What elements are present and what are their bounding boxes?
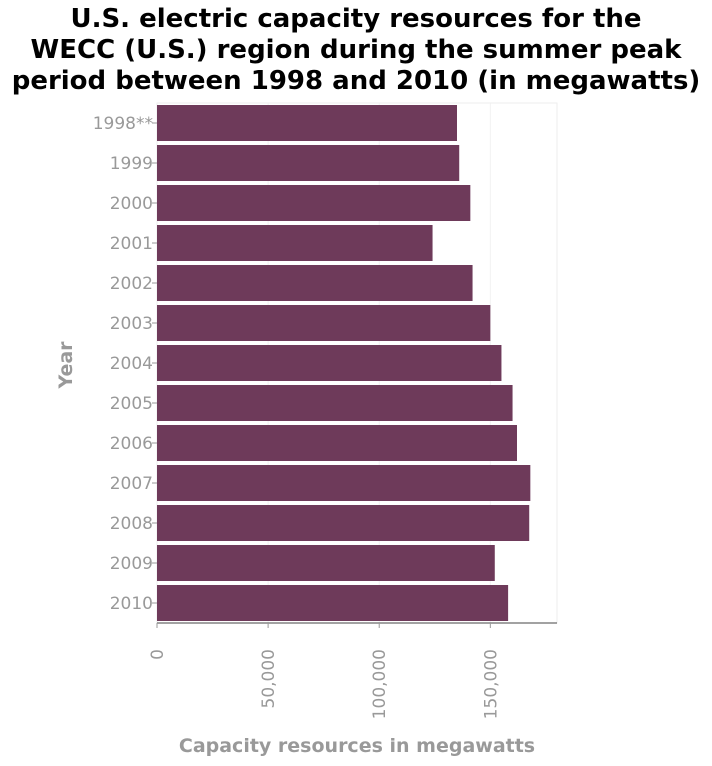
y-tick-label: 2006 [110,434,153,454]
chart-title-line-2: WECC (U.S.) region during the summer pea… [30,35,682,65]
y-axis-ticks: 1998** 1999 2000 2001 2002 2003 2004 2005 2006 20… [93,114,157,614]
bar-2004 [157,345,502,381]
bar-2003 [157,305,491,341]
bars [157,105,531,621]
bar-2005 [157,385,513,421]
bar-2007 [157,465,531,501]
y-axis-title: Year [55,341,77,390]
y-tick-label: 2008 [110,514,153,534]
bar-2000 [157,185,471,221]
y-tick-label: 2005 [110,394,153,414]
bar-1998 [157,105,457,141]
x-axis-ticks: 0 50,000 100,000 150,000 [148,623,501,719]
y-tick-label: 2001 [110,234,153,254]
bar-1999 [157,145,460,181]
y-tick-label: 2007 [110,474,153,494]
y-tick-label: 2010 [110,594,153,614]
y-tick-label: 2009 [110,554,153,574]
y-tick-label: 2004 [110,354,153,374]
chart-title-line-1: U.S. electric capacity resources for the [70,4,642,34]
x-tick-label: 0 [148,649,168,660]
bar-2001 [157,225,433,261]
x-axis-title: Capacity resources in megawatts [179,735,535,757]
bar-2002 [157,265,473,301]
y-tick-label: 2003 [110,314,153,334]
bar-2010 [157,585,509,621]
y-tick-label: 1999 [110,154,153,174]
y-tick-label: 2000 [110,194,153,214]
bar-2008 [157,505,530,541]
x-tick-label: 150,000 [481,649,501,719]
bar-2009 [157,545,495,581]
chart-title-line-3: period between 1998 and 2010 (in megawat… [11,66,701,96]
y-tick-label: 2002 [110,274,153,294]
x-tick-label: 100,000 [370,649,390,719]
x-tick-label: 50,000 [259,649,279,708]
bar-2006 [157,425,517,461]
chart-title: U.S. electric capacity resources for the… [0,4,712,97]
y-tick-label: 1998** [93,114,153,134]
